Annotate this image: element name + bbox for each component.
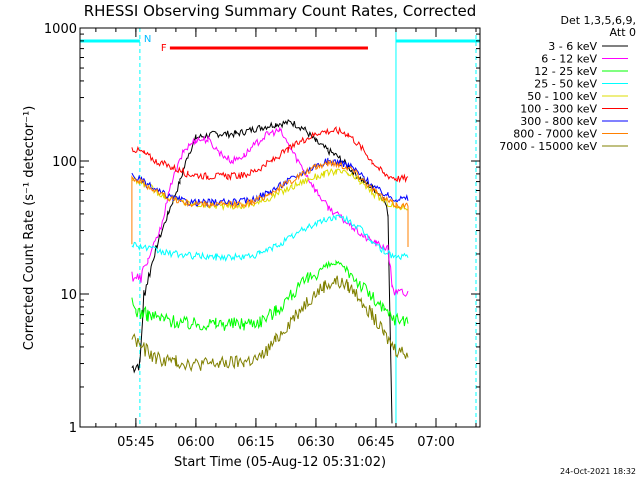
- y-tick-label: 10: [60, 288, 77, 303]
- legend-header-line: Att 0: [610, 26, 636, 39]
- series-line-5: [131, 126, 409, 184]
- legend-label: 25 - 50 keV: [534, 78, 597, 91]
- legend-label: 100 - 300 keV: [520, 103, 597, 116]
- series-line-1: [131, 127, 409, 297]
- x-tick-label: 06:30: [297, 435, 334, 450]
- y-tick-label: 100: [52, 155, 77, 170]
- x-tick-label: 06:00: [177, 435, 214, 450]
- x-axis-label: Start Time (05-Aug-12 05:31:02): [174, 455, 386, 470]
- chart-title: RHESSI Observing Summary Count Rates, Co…: [84, 2, 477, 20]
- legend-label: 800 - 7000 keV: [513, 128, 597, 141]
- legend-header-line: Det 1,3,5,6,9,: [560, 14, 636, 27]
- y-axis-label: Corrected Count Rate (s⁻¹ detector⁻¹): [22, 106, 37, 351]
- x-tick-label: 07:00: [417, 435, 454, 450]
- x-tick-label: 06:15: [237, 435, 274, 450]
- legend-label: 3 - 6 keV: [548, 40, 597, 53]
- legend-label: 12 - 25 keV: [534, 65, 597, 78]
- legend-label: 300 - 800 keV: [520, 115, 597, 128]
- series-line-8: [131, 275, 409, 373]
- series-line-3: [131, 214, 409, 262]
- flag-label-F: F: [161, 43, 167, 54]
- x-tick-label: 05:45: [117, 435, 154, 450]
- y-tick-label: 1: [69, 421, 77, 436]
- legend-label: 6 - 12 keV: [541, 53, 597, 66]
- plot-frame: [79, 27, 481, 428]
- flag-label-N: N: [144, 34, 151, 45]
- legend-label: 50 - 100 keV: [527, 90, 597, 103]
- legend-label: 7000 - 15000 keV: [499, 140, 597, 153]
- y-tick-label: 1000: [44, 22, 77, 37]
- footer-timestamp: 24-Oct-2021 18:32: [560, 467, 636, 476]
- series-line-0: [131, 118, 393, 424]
- series-line-7: [131, 159, 409, 247]
- x-tick-label: 06:45: [357, 435, 394, 450]
- series-line-2: [131, 259, 409, 331]
- series-line-4: [131, 167, 409, 212]
